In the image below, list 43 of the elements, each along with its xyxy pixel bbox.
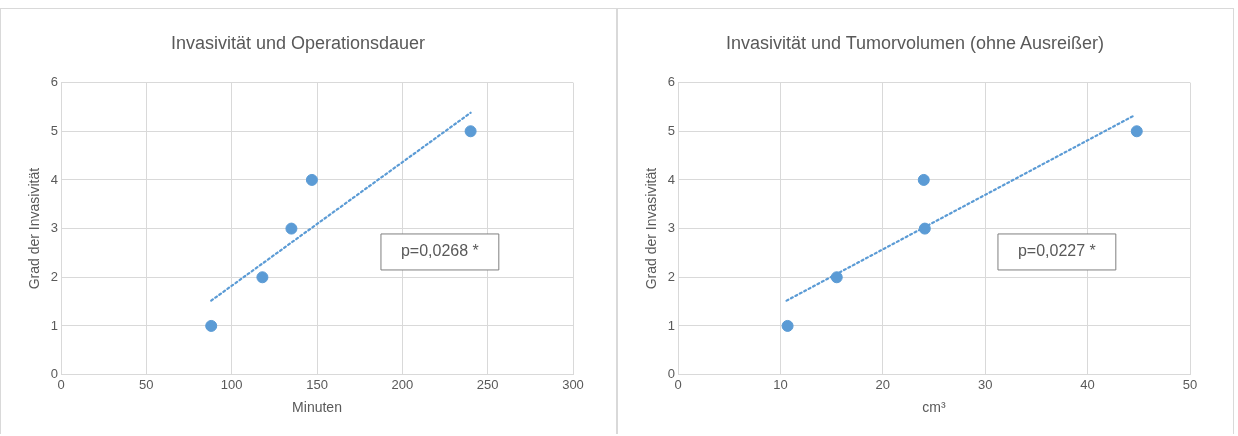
y-tick-label: 3 (667, 220, 676, 236)
point (830, 271, 843, 284)
y-tick-label: 2 (667, 268, 676, 284)
x-axis-title: cm³ (922, 399, 947, 416)
x-tick-label: 10 (773, 376, 788, 392)
x-tick-label: 30 (977, 376, 993, 392)
x-tick-label: 250 (476, 376, 499, 392)
annotation: p=0,0268 * (400, 242, 479, 260)
point (464, 125, 477, 138)
y-axis-title: Grad der Invasivität (26, 167, 43, 290)
annotation: p=0,0227 * (1017, 242, 1096, 260)
chart-title: Invasivität und Tumorvolumen (ohne Ausreißer) (725, 32, 1105, 53)
y-tick-label: 1 (667, 317, 676, 333)
y-tick-label: 0 (50, 366, 59, 382)
y-tick-label: 0 (667, 366, 676, 382)
point (917, 173, 930, 186)
x-tick-label: 50 (139, 376, 154, 392)
x-tick-label: 50 (1182, 376, 1198, 392)
point (256, 271, 269, 284)
y-tick-label: 5 (50, 122, 59, 138)
x-tick-label: 200 (391, 376, 414, 392)
x-tick-label: 300 (562, 376, 584, 392)
point (1130, 125, 1143, 138)
y-axis-title: Grad der Invasivität (643, 167, 660, 290)
point (305, 173, 318, 186)
y-tick-label: 6 (50, 74, 59, 90)
point (918, 222, 931, 235)
x-axis-title: Minuten (292, 399, 342, 416)
y-tick-label: 4 (50, 171, 59, 187)
x-tick-label: 40 (1080, 376, 1095, 392)
x-tick-label: 150 (306, 376, 328, 392)
y-tick-label: 5 (667, 122, 676, 138)
x-tick-label: 100 (220, 376, 243, 392)
y-tick-label: 3 (50, 220, 59, 236)
point (285, 222, 298, 235)
x-tick-label: 20 (875, 376, 891, 392)
y-tick-label: 2 (50, 268, 59, 284)
y-tick-label: 4 (667, 171, 676, 187)
point (205, 319, 218, 332)
point (781, 319, 794, 332)
y-tick-label: 6 (667, 74, 676, 90)
chart-title: Invasivität und Operationsdauer (170, 32, 426, 53)
y-tick-label: 1 (50, 317, 59, 333)
